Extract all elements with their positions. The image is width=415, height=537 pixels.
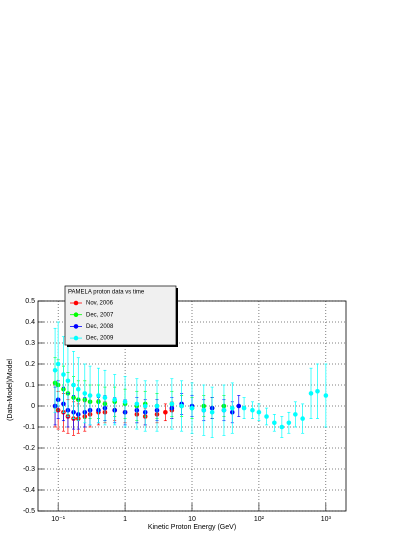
data-point	[134, 401, 140, 407]
data-point	[154, 403, 160, 409]
data-point	[102, 395, 108, 400]
data-point	[61, 372, 66, 377]
data-point	[96, 393, 101, 398]
data-point	[163, 410, 168, 415]
x-axis-label: Kinetic Proton Energy (GeV)	[148, 524, 236, 531]
y-tick-label: -0.1	[23, 424, 35, 431]
x-tick-label: 10³	[321, 516, 332, 523]
data-point	[221, 407, 227, 413]
legend-marker	[73, 312, 79, 318]
legend-marker	[73, 335, 79, 341]
data-point	[122, 399, 128, 405]
data-point	[279, 424, 285, 430]
y-tick-label: -0.4	[23, 487, 35, 494]
legend-label: Dec, 2007	[86, 312, 114, 318]
data-point	[241, 405, 247, 411]
data-point	[189, 405, 195, 411]
y-tick-label: 0.4	[25, 319, 35, 326]
x-tick-label: 10²	[254, 516, 265, 523]
legend-box	[64, 285, 177, 346]
y-tick-label: -0.2	[23, 445, 35, 452]
legend-marker	[73, 300, 79, 306]
data-point	[256, 410, 262, 415]
data-point	[82, 391, 88, 396]
data-point	[272, 420, 277, 426]
data-point	[315, 389, 320, 394]
data-point	[293, 412, 298, 417]
y-tick-label: -0.5	[23, 508, 35, 515]
x-tick-label: 1	[123, 516, 127, 523]
data-point	[286, 420, 292, 426]
data-point	[201, 407, 207, 413]
data-point	[75, 386, 81, 392]
data-point	[142, 403, 148, 409]
y-tick-label: 0.1	[25, 382, 35, 389]
data-point	[308, 391, 314, 396]
legend-label: Nov, 2006	[86, 301, 114, 307]
data-point	[229, 405, 235, 411]
legend-label: Dec, 2009	[86, 336, 114, 342]
y-tick-label: 0.3	[25, 340, 35, 347]
y-tick-label: 0.5	[25, 298, 35, 305]
data-point	[55, 361, 61, 367]
data-point	[323, 393, 329, 398]
data-point	[250, 407, 255, 413]
data-point	[264, 414, 269, 419]
legend-marker	[73, 324, 79, 329]
data-point	[52, 368, 58, 373]
data-point	[236, 403, 242, 409]
data-point	[87, 393, 93, 398]
legend-label: Dec, 2008	[86, 324, 114, 330]
plot-area	[37, 300, 347, 512]
y-tick-label: 0.2	[25, 361, 35, 368]
legend: PAMELA proton data vs time Nov, 2006 Dec,…	[64, 285, 178, 347]
data-point	[209, 410, 215, 415]
y-axis-label: (Data-Model)/Model	[7, 359, 14, 421]
data-point	[71, 382, 76, 388]
data-point	[112, 397, 118, 403]
data-point	[65, 378, 71, 384]
x-tick-label: 10⁻¹	[51, 516, 65, 523]
legend-title: PAMELA proton data vs time	[68, 290, 145, 296]
y-tick-label: 0	[31, 403, 35, 410]
data-point	[300, 416, 305, 421]
data-point	[169, 401, 175, 407]
x-tick-label: 10	[188, 516, 196, 523]
y-tick-label: -0.3	[23, 466, 35, 473]
data-point	[179, 403, 184, 409]
